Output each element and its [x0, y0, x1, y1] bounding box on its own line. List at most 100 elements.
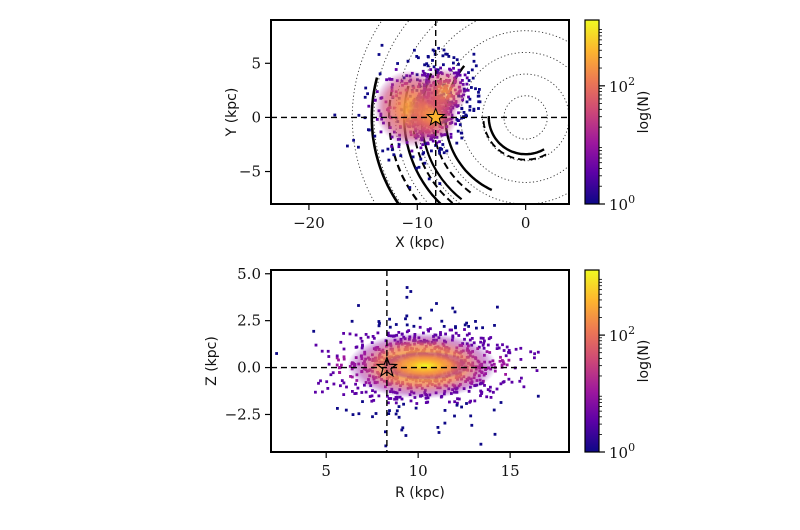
scatter-point [387, 334, 391, 338]
scatter-point [375, 90, 379, 93]
scatter-point [472, 52, 476, 56]
scatter-point [405, 286, 409, 289]
scatter-point [393, 397, 396, 401]
scatter-point [360, 339, 364, 343]
y-axis-label: Z (kpc) [204, 336, 220, 386]
scatter-point [371, 335, 375, 338]
scatter-point [397, 143, 401, 146]
scatter-point [326, 387, 330, 390]
scatter-point [387, 158, 391, 162]
scatter-point [317, 381, 320, 385]
scatter-point [468, 400, 472, 404]
scatter-point [496, 305, 499, 309]
scatter-point [364, 333, 368, 336]
scatter-point [394, 412, 398, 416]
scatter-point [492, 408, 496, 412]
scatter-point [402, 402, 405, 406]
scatter-point [388, 409, 391, 412]
scatter-point [501, 380, 505, 384]
scatter-point [326, 349, 330, 353]
scatter-point [460, 131, 464, 135]
scatter-point [470, 68, 474, 72]
scatter-point [394, 323, 398, 326]
scatter-point [497, 346, 501, 350]
scatter-point [405, 323, 409, 327]
scatter-point [520, 376, 523, 380]
scatter-point [392, 153, 396, 157]
scatter-point [440, 319, 444, 323]
scatter-point [374, 412, 378, 415]
scatter-point [377, 394, 381, 398]
scatter-point [438, 140, 441, 144]
scatter-point [473, 399, 477, 403]
scatter-point [460, 136, 464, 140]
scatter-point [467, 325, 470, 328]
scatter-point [499, 382, 503, 386]
scatter-point [427, 329, 430, 333]
scatter-point [327, 362, 331, 366]
scatter-point [479, 340, 482, 344]
scatter-point [339, 340, 343, 344]
scatter-point [499, 401, 503, 404]
rz-panel: 5 10 15 −2.5 0.0 2.5 5.0 R (kpc) Z (kpc) [204, 265, 570, 501]
y-tick-label: −5 [239, 163, 261, 181]
scatter-point [465, 321, 468, 325]
scatter-point [493, 432, 497, 436]
scatter-point [479, 336, 483, 340]
scatter-point [455, 403, 459, 407]
scatter-point [467, 390, 471, 393]
scatter-point [489, 396, 493, 399]
scatter-point [377, 53, 381, 56]
scatter-point [401, 426, 405, 430]
scatter-point [405, 295, 409, 299]
y-tick-label: 0 [251, 108, 261, 126]
scatter-point [448, 328, 452, 332]
scatter-point [438, 182, 442, 185]
scatter-point [482, 341, 486, 345]
scatter-point [340, 363, 343, 367]
scatter-point [367, 104, 371, 108]
scatter-point [325, 380, 329, 384]
scatter-point [493, 324, 496, 327]
scatter-point [442, 151, 446, 155]
scatter-point [419, 146, 423, 150]
scatter-point [395, 409, 399, 413]
scatter-point [445, 149, 449, 153]
scatter-point [455, 58, 459, 62]
scatter-point [472, 107, 476, 111]
scatter-point [423, 161, 427, 165]
y-tick-label: 5 [251, 54, 261, 72]
scatter-point [336, 407, 339, 410]
scatter-point [354, 346, 358, 349]
scatter-point [469, 414, 473, 418]
colorbar-tick-label: 102 [609, 75, 635, 96]
scatter-point [275, 352, 278, 355]
scatter-point [320, 349, 324, 353]
scatter-point [380, 43, 384, 47]
scatter-point [390, 145, 393, 148]
scatter-point [458, 123, 462, 127]
scatter-point [327, 355, 331, 358]
scatter-point [505, 345, 509, 349]
x-tick-label: −10 [401, 214, 433, 232]
scatter-point [433, 49, 436, 53]
xy-ticks: −20 −10 0 −5 0 5 [239, 54, 531, 232]
scatter-point [457, 334, 461, 337]
scatter-point [352, 138, 355, 142]
scatter-point [342, 357, 346, 361]
scatter-point [467, 332, 471, 336]
scatter-point [479, 442, 483, 446]
scatter-point [349, 375, 352, 378]
scatter-point [457, 71, 460, 75]
scatter-point [488, 389, 492, 393]
scatter-point [371, 415, 374, 419]
scatter-point [397, 415, 401, 419]
x-tick-label: 0 [521, 214, 531, 232]
scatter-point [460, 405, 463, 409]
scatter-point [412, 324, 416, 328]
scatter-point [463, 73, 467, 77]
scatter-point [404, 317, 407, 321]
scatter-point [337, 366, 341, 370]
scatter-point [348, 332, 352, 336]
scatter-point [377, 320, 381, 323]
